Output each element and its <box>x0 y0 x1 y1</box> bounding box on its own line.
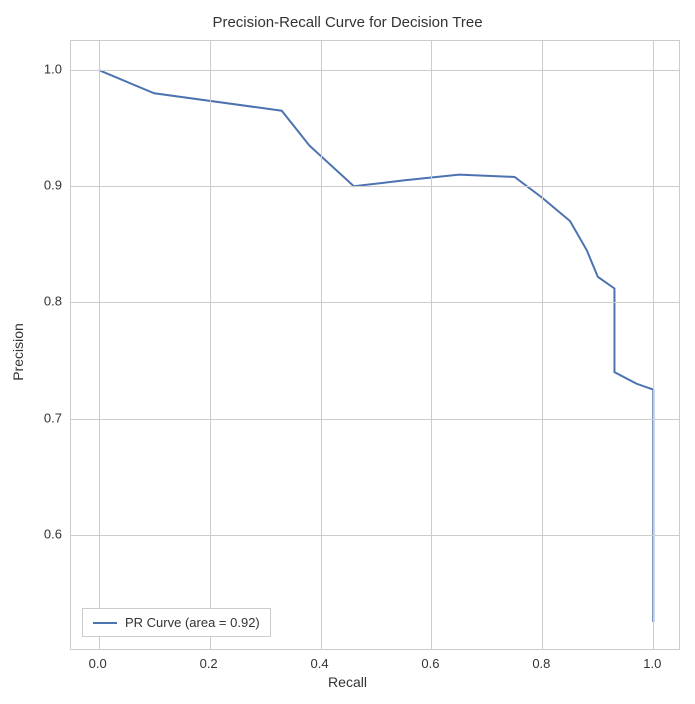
x-axis-label: Recall <box>0 674 695 690</box>
x-tick-label: 0.2 <box>200 656 218 671</box>
x-tick-label: 0.8 <box>532 656 550 671</box>
legend: PR Curve (area = 0.92) <box>82 608 271 637</box>
grid-line-horizontal <box>71 302 679 303</box>
x-tick-label: 0.4 <box>310 656 328 671</box>
y-tick-label: 1.0 <box>22 62 62 77</box>
pr-chart: Precision-Recall Curve for Decision Tree… <box>0 0 695 704</box>
grid-line-vertical <box>653 41 654 649</box>
x-tick-label: 0.6 <box>421 656 439 671</box>
y-axis-label: Precision <box>10 323 26 381</box>
grid-line-horizontal <box>71 186 679 187</box>
grid-line-horizontal <box>71 419 679 420</box>
legend-swatch <box>93 622 117 624</box>
plot-area <box>70 40 680 650</box>
grid-line-horizontal <box>71 70 679 71</box>
grid-line-horizontal <box>71 535 679 536</box>
grid-line-vertical <box>431 41 432 649</box>
x-tick-label: 1.0 <box>643 656 661 671</box>
grid-line-vertical <box>210 41 211 649</box>
x-tick-label: 0.0 <box>89 656 107 671</box>
y-tick-label: 0.9 <box>22 178 62 193</box>
grid-line-vertical <box>99 41 100 649</box>
grid-line-vertical <box>542 41 543 649</box>
legend-label: PR Curve (area = 0.92) <box>125 615 260 630</box>
y-tick-label: 0.8 <box>22 294 62 309</box>
grid-line-vertical <box>321 41 322 649</box>
pr-curve-line <box>71 41 679 649</box>
y-tick-label: 0.6 <box>22 526 62 541</box>
chart-title: Precision-Recall Curve for Decision Tree <box>0 14 695 31</box>
y-tick-label: 0.7 <box>22 410 62 425</box>
